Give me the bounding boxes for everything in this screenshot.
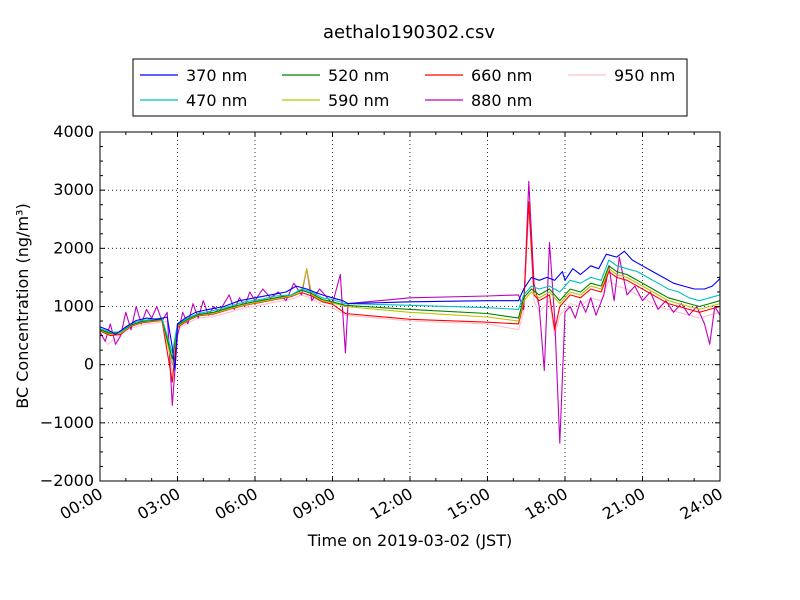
y-tick-label: 4000	[53, 122, 94, 141]
x-tick-label: 06:00	[212, 484, 261, 524]
y-tick-label: 1000	[53, 297, 94, 316]
y-tick-label: 0	[84, 355, 94, 374]
y-tick-label: 3000	[53, 180, 94, 199]
legend-label: 880 nm	[471, 91, 532, 110]
x-tick-label: 15:00	[444, 484, 493, 524]
x-tick-label: 09:00	[289, 484, 338, 524]
x-tick-label: 24:00	[677, 484, 726, 524]
series-group	[99, 180, 721, 444]
grid	[100, 132, 720, 481]
series-line-520-nm	[99, 265, 721, 360]
legend-box	[132, 58, 688, 117]
series-line-370-nm	[99, 250, 721, 372]
legend-label: 470 nm	[186, 91, 247, 110]
x-tick-label: 12:00	[367, 484, 416, 524]
x-tick-label: 18:00	[522, 484, 571, 524]
series-line-470-nm	[99, 259, 721, 354]
x-axis-label: Time on 2019-03-02 (JST)	[307, 531, 512, 550]
y-tick-label: 2000	[53, 238, 94, 257]
y-tick-label: −1000	[40, 413, 94, 432]
legend-label: 660 nm	[471, 66, 532, 85]
legend-label: 590 nm	[328, 91, 389, 110]
legend: 370 nm 470 nm 520 nm 590 nm 660 nm 880 nm 950 …	[132, 58, 688, 117]
legend-label: 520 nm	[328, 66, 389, 85]
x-tick-label: 03:00	[134, 484, 183, 524]
legend-label: 370 nm	[186, 66, 247, 85]
x-tick-label: 21:00	[599, 484, 648, 524]
y-axis-label: BC Concentration (ng/m³)	[13, 203, 32, 408]
legend-label: 950 nm	[614, 66, 675, 85]
y-tick-label: −2000	[40, 471, 94, 490]
chart-title: aethalo190302.csv	[323, 22, 495, 43]
